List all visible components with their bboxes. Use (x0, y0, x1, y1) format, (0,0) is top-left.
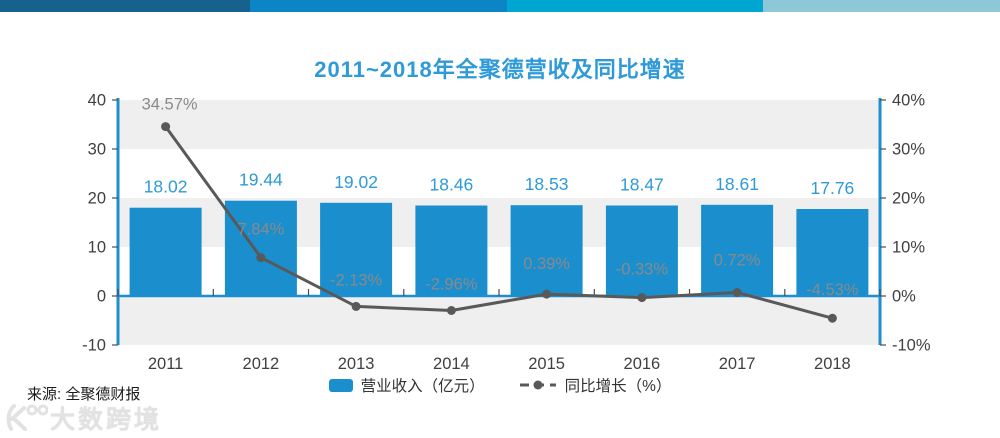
x-axis-label-2011: 2011 (148, 355, 183, 373)
legend-label-revenue: 营业收入（亿元） (360, 378, 485, 395)
revenue-bar-2015 (510, 205, 583, 296)
legend-label-growth: 同比增长（%） (564, 378, 672, 395)
watermark: 大数跨境 (4, 400, 162, 436)
legend-item-revenue: 营业收入（亿元） (328, 374, 485, 396)
plot-band (118, 149, 880, 198)
x-axis-label-2017: 2017 (719, 355, 756, 373)
x-axis-label-2016: 2016 (624, 355, 661, 373)
right-axis-label: 0% (892, 288, 916, 306)
growth-line-dot-marker (519, 380, 556, 390)
growth-value-label: 7.84% (238, 221, 285, 239)
growth-value-label: 0.39% (523, 255, 570, 273)
growth-point-2017 (732, 288, 742, 297)
growth-value-label: -0.33% (616, 261, 669, 279)
revenue-bar-2017 (701, 204, 774, 296)
x-axis-label-2018: 2018 (814, 355, 851, 373)
watermark-text: 大数跨境 (50, 406, 163, 434)
decorative-top-bar (0, 0, 1000, 12)
right-axis-label: -10% (892, 337, 931, 355)
right-axis-label: 40% (892, 92, 925, 110)
growth-point-2011 (161, 122, 171, 132)
left-axis-label: -10 (82, 337, 106, 355)
bar-value-label: 19.44 (239, 170, 283, 190)
growth-point-2018 (827, 313, 837, 323)
left-axis-label: 0 (97, 288, 106, 306)
revenue-bar-2014 (415, 205, 488, 296)
plot-band (118, 100, 880, 149)
left-axis-label: 20 (88, 190, 106, 208)
bar-value-label: 18.02 (144, 177, 188, 197)
legend: 营业收入（亿元） 同比增长（%） (0, 374, 1000, 396)
growth-line (164, 125, 833, 320)
growth-value-label: -2.96% (425, 276, 478, 294)
x-axis-label-2013: 2013 (338, 355, 375, 373)
bar-value-label: 19.02 (334, 172, 378, 192)
bar-value-label: 18.53 (525, 174, 569, 194)
growth-point-2016 (637, 293, 647, 303)
legend-item-growth: 同比增长（%） (519, 374, 672, 396)
top-bar-segment-3 (507, 0, 763, 12)
top-bar-segment-4 (763, 0, 1000, 12)
right-axis-label: 10% (892, 239, 925, 257)
chart-title: 2011~2018年全聚德营收及同比增速 (314, 57, 686, 82)
source-note: 来源: 全聚德财报 (27, 386, 141, 403)
x-axis-label-2012: 2012 (243, 355, 280, 373)
bar-value-label: 18.46 (430, 175, 474, 195)
right-axis-label: 30% (892, 141, 925, 159)
bar-value-label: 18.61 (715, 174, 759, 194)
bar-value-label: 18.47 (620, 175, 664, 195)
growth-point-2015 (542, 289, 552, 299)
right-axis-label: 20% (892, 190, 925, 208)
growth-point-2012 (256, 253, 266, 263)
left-axis-label: 10 (88, 239, 106, 257)
growth-value-label: 0.72% (714, 252, 761, 270)
growth-point-2013 (351, 301, 361, 311)
growth-value-label: -2.13% (330, 271, 383, 289)
growth-point-2014 (446, 306, 456, 315)
watermark-logo-icon (6, 404, 48, 431)
revenue-bar-2011 (129, 207, 202, 296)
top-bar-segment-2 (250, 0, 507, 12)
revenue-bar-2016 (605, 205, 678, 296)
top-bar-segment-1 (0, 0, 250, 12)
revenue-bar-2013 (320, 202, 393, 296)
x-axis-label-2014: 2014 (433, 355, 470, 373)
revenue-bar-2018 (796, 209, 869, 296)
revenue-bar-swatch (328, 378, 353, 392)
left-axis-label: 30 (88, 141, 106, 159)
x-axis-label-2015: 2015 (528, 355, 565, 373)
plot-band (118, 296, 880, 345)
left-axis-label: 40 (88, 92, 106, 110)
growth-value-label: 34.57% (142, 96, 198, 114)
revenue-bar-2012 (224, 200, 297, 296)
bar-value-label: 17.76 (811, 178, 855, 198)
growth-value-label: -4.53% (806, 281, 859, 299)
